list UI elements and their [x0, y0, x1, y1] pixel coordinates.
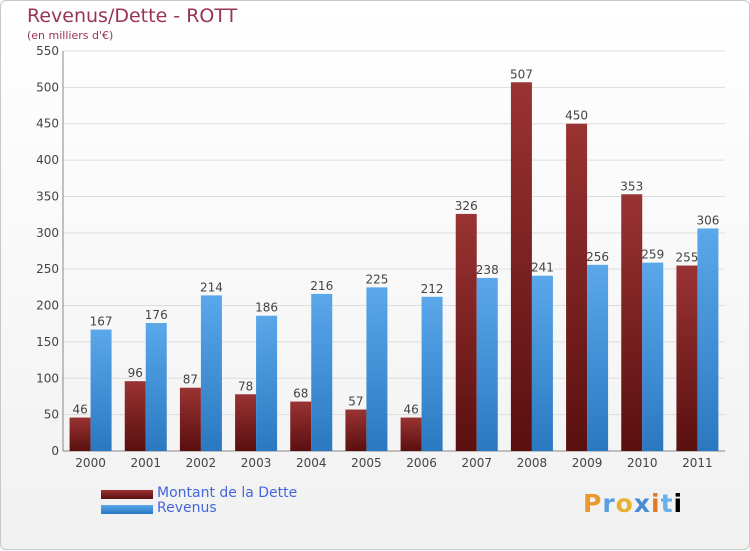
- data-label: 259: [641, 248, 664, 262]
- bar-revenue: [476, 277, 498, 451]
- y-tick-label: 200: [36, 299, 59, 313]
- x-tick-label: 2001: [130, 456, 161, 470]
- x-tick-label: 2006: [406, 456, 437, 470]
- data-label: 68: [293, 387, 308, 401]
- bar-revenue: [90, 329, 112, 451]
- x-tick-label: 2011: [682, 456, 713, 470]
- data-label: 46: [72, 403, 87, 417]
- bar-debt: [676, 265, 698, 451]
- x-tick-label: 2005: [351, 456, 382, 470]
- bar-debt: [345, 409, 367, 451]
- data-label: 256: [586, 250, 609, 264]
- x-tick-label: 2003: [241, 456, 272, 470]
- bar-debt: [566, 123, 588, 452]
- y-tick-label: 500: [36, 80, 59, 94]
- x-tick-label: 2000: [75, 456, 106, 470]
- y-tick-label: 350: [36, 189, 59, 203]
- x-tick-label: 2010: [627, 456, 658, 470]
- legend-swatch-debt: [101, 490, 153, 499]
- data-label: 216: [310, 279, 333, 293]
- bar-revenue: [697, 228, 719, 451]
- y-tick-label: 550: [36, 44, 59, 58]
- bar-revenue: [366, 287, 388, 451]
- y-tick-label: 250: [36, 262, 59, 276]
- bar-revenue: [587, 264, 609, 451]
- y-tick-label: 300: [36, 226, 59, 240]
- bar-debt: [69, 417, 91, 451]
- y-tick-label: 150: [36, 335, 59, 349]
- data-label: 214: [200, 280, 223, 294]
- data-label: 255: [675, 251, 698, 265]
- data-label: 212: [421, 282, 444, 296]
- data-label: 186: [255, 301, 278, 315]
- data-label: 225: [365, 272, 388, 286]
- data-label: 87: [183, 373, 198, 387]
- y-tick-label: 400: [36, 153, 59, 167]
- data-label: 238: [476, 263, 499, 277]
- legend-label-revenue: Revenus: [157, 500, 217, 516]
- chart-title: Revenus/Dette - ROTT: [27, 5, 238, 27]
- data-label: 241: [531, 261, 554, 275]
- y-tick-label: 100: [36, 371, 59, 385]
- data-label: 326: [455, 199, 478, 213]
- data-label: 96: [128, 366, 143, 380]
- bar-revenue: [421, 296, 443, 451]
- bar-revenue: [531, 275, 553, 451]
- y-tick-label: 0: [51, 444, 59, 458]
- data-label: 78: [238, 379, 253, 393]
- data-label: 46: [403, 403, 418, 417]
- data-label: 176: [145, 308, 168, 322]
- bar-debt: [290, 401, 312, 451]
- bar-debt: [621, 194, 643, 452]
- data-label: 450: [565, 109, 588, 123]
- bar-revenue: [642, 262, 664, 451]
- legend-swatch-revenue: [101, 505, 153, 514]
- x-tick-label: 2004: [296, 456, 327, 470]
- x-tick-label: 2002: [186, 456, 217, 470]
- x-tick-label: 2007: [461, 456, 492, 470]
- bar-debt: [400, 417, 422, 451]
- bar-revenue: [145, 323, 167, 451]
- bar-debt: [235, 394, 257, 451]
- bar-revenue: [200, 295, 222, 451]
- chart-subtitle: (en milliers d'€): [27, 29, 114, 42]
- legend-label-debt: Montant de la Dette: [157, 485, 298, 501]
- y-tick-label: 450: [36, 117, 59, 131]
- data-label: 57: [348, 395, 363, 409]
- bar-revenue: [256, 315, 278, 451]
- bar-revenue: [311, 293, 333, 451]
- y-tick-label: 50: [44, 408, 59, 422]
- data-label: 353: [620, 179, 643, 193]
- data-label: 306: [696, 213, 719, 227]
- data-label: 167: [90, 315, 113, 329]
- proxiti-logo: Proxiti: [583, 489, 684, 518]
- bar-debt: [179, 387, 201, 451]
- data-label: 507: [510, 67, 533, 81]
- bar-debt: [124, 381, 146, 451]
- x-tick-label: 2008: [517, 456, 548, 470]
- x-tick-label: 2009: [572, 456, 603, 470]
- bar-debt: [455, 213, 477, 451]
- bar-debt: [510, 82, 532, 451]
